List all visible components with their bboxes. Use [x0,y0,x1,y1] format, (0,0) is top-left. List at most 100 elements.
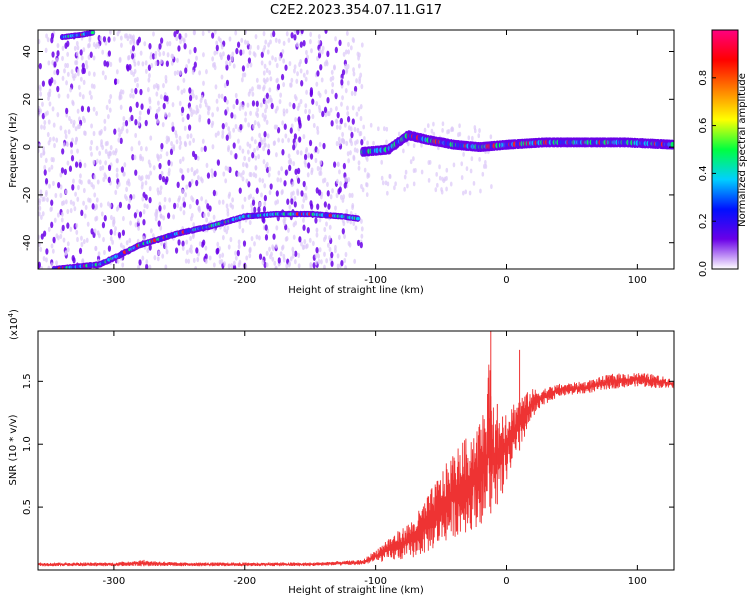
spectrogram-cell [100,128,103,135]
spectrogram-cell [71,99,75,105]
spectrogram-cell [302,72,306,78]
spectrogram-cell [294,250,298,257]
spectrogram-cell [167,137,171,143]
spectrogram-cell [420,169,424,175]
spectrogram-cell [189,133,193,139]
spectrogram-cell [441,127,444,133]
spectrogram-cell [471,135,474,141]
spectrogram-cell [275,152,278,158]
spectrogram-cell [356,127,360,133]
spectrogram-cell [151,53,156,60]
spectrogram-cell [340,101,343,107]
spectrogram-cell [458,131,462,137]
spectrogram-cell [409,159,413,165]
spectrogram-cell [297,263,301,269]
spectrogram-cell [299,98,303,105]
spectrogram-cell [347,125,351,131]
spectrogram-cell [298,61,301,68]
spectrogram-cell [232,142,236,149]
spectrogram-cell [237,138,240,144]
spectrogram-cell [118,201,123,209]
spectrogram-cell [256,145,260,151]
spectrogram-cell [384,180,388,186]
spectrogram-cell [302,134,306,140]
spectrogram-cell [95,145,99,151]
spectrogram-cell [171,102,175,108]
spectrogram-cell [205,217,209,223]
spectrogram-cell [113,128,117,135]
spectrogram-cell [304,103,308,109]
spectrogram-cell [338,39,342,47]
spectrogram-cell [104,148,108,154]
spectrogram-cell [55,260,58,266]
spectrogram-cell [83,130,86,136]
spectrogram-cell [258,141,262,149]
spectrogram-cell [142,209,146,215]
spectrogram-cell [216,241,220,247]
spectrogram-cell [253,147,256,154]
spectrogram-cell [324,30,328,34]
spectrogram-cell [179,206,183,212]
spectrogram-cell [76,196,80,202]
spectrogram-cell [109,145,113,151]
spectrogram-cell [164,111,167,118]
spectrogram-cell [307,114,311,121]
spectrogram-cell [242,161,245,168]
spectrogram-cell [316,70,320,77]
spectrogram-cell [274,37,278,43]
spectrogram-cell [227,263,231,269]
spectrogram-cell [202,80,205,86]
spectrogram-cell [469,168,473,174]
spectrogram-cell [355,139,359,145]
spectrogram-cell [147,77,151,83]
spectrogram-cell [211,32,215,39]
spectrogram-cell [338,169,341,175]
spectrogram-cell [336,253,340,259]
spectrogram-cell [267,42,270,48]
spectrogram-cell [156,187,160,193]
spectrogram-cell [145,203,149,210]
spectrogram-cell [124,119,129,127]
spectrogram-cell [74,191,77,197]
spectrogram-cell [268,87,272,93]
spectrogram-cell [162,50,166,57]
spectrogram-cell [161,122,165,128]
spectrogram-cell [304,185,308,191]
spectrogram-cell [478,128,481,133]
spectrogram-cell [89,145,93,151]
spectrogram-cell [366,157,369,162]
spectrogram-cell [150,62,154,69]
spectrogram-cell [127,181,131,187]
spectrogram-cell [305,69,309,75]
spectrogram-cell [116,258,120,264]
spectrogram-cell [345,30,349,36]
spectrogram-cell [282,40,286,46]
spectrogram-cell [330,120,334,127]
spectrogram-cell [139,88,143,96]
spectrogram-cell [299,41,303,48]
spectrogram-cell [117,181,121,187]
spectrogram-cell [137,264,140,269]
spectrogram-cell [262,47,266,53]
spectrogram-cell [79,49,83,56]
spectrogram-cell [82,187,86,194]
spectrogram-cell [335,118,338,124]
spectrogram-cell [184,258,188,264]
spectrogram-cell [125,186,128,192]
spectrogram-cell [72,178,75,184]
spectrogram-cell [133,154,137,160]
spectrogram-cell [260,60,264,66]
x-tick-label: -100 [364,275,387,286]
spectrogram-cell [339,181,343,187]
spectrogram-cell [97,251,101,257]
spectrogram-cell [294,96,298,102]
spectrogram-cell [120,42,123,48]
spectrogram-cell [159,58,163,65]
spectrogram-cell [138,211,143,218]
spectrogram-cell [271,55,274,61]
spectrogram-cell [42,149,46,156]
spectrogram-cell [191,197,195,203]
spectrogram-cell [166,52,170,58]
spectrogram-cell [265,104,269,110]
spectrogram-cell [356,239,361,247]
